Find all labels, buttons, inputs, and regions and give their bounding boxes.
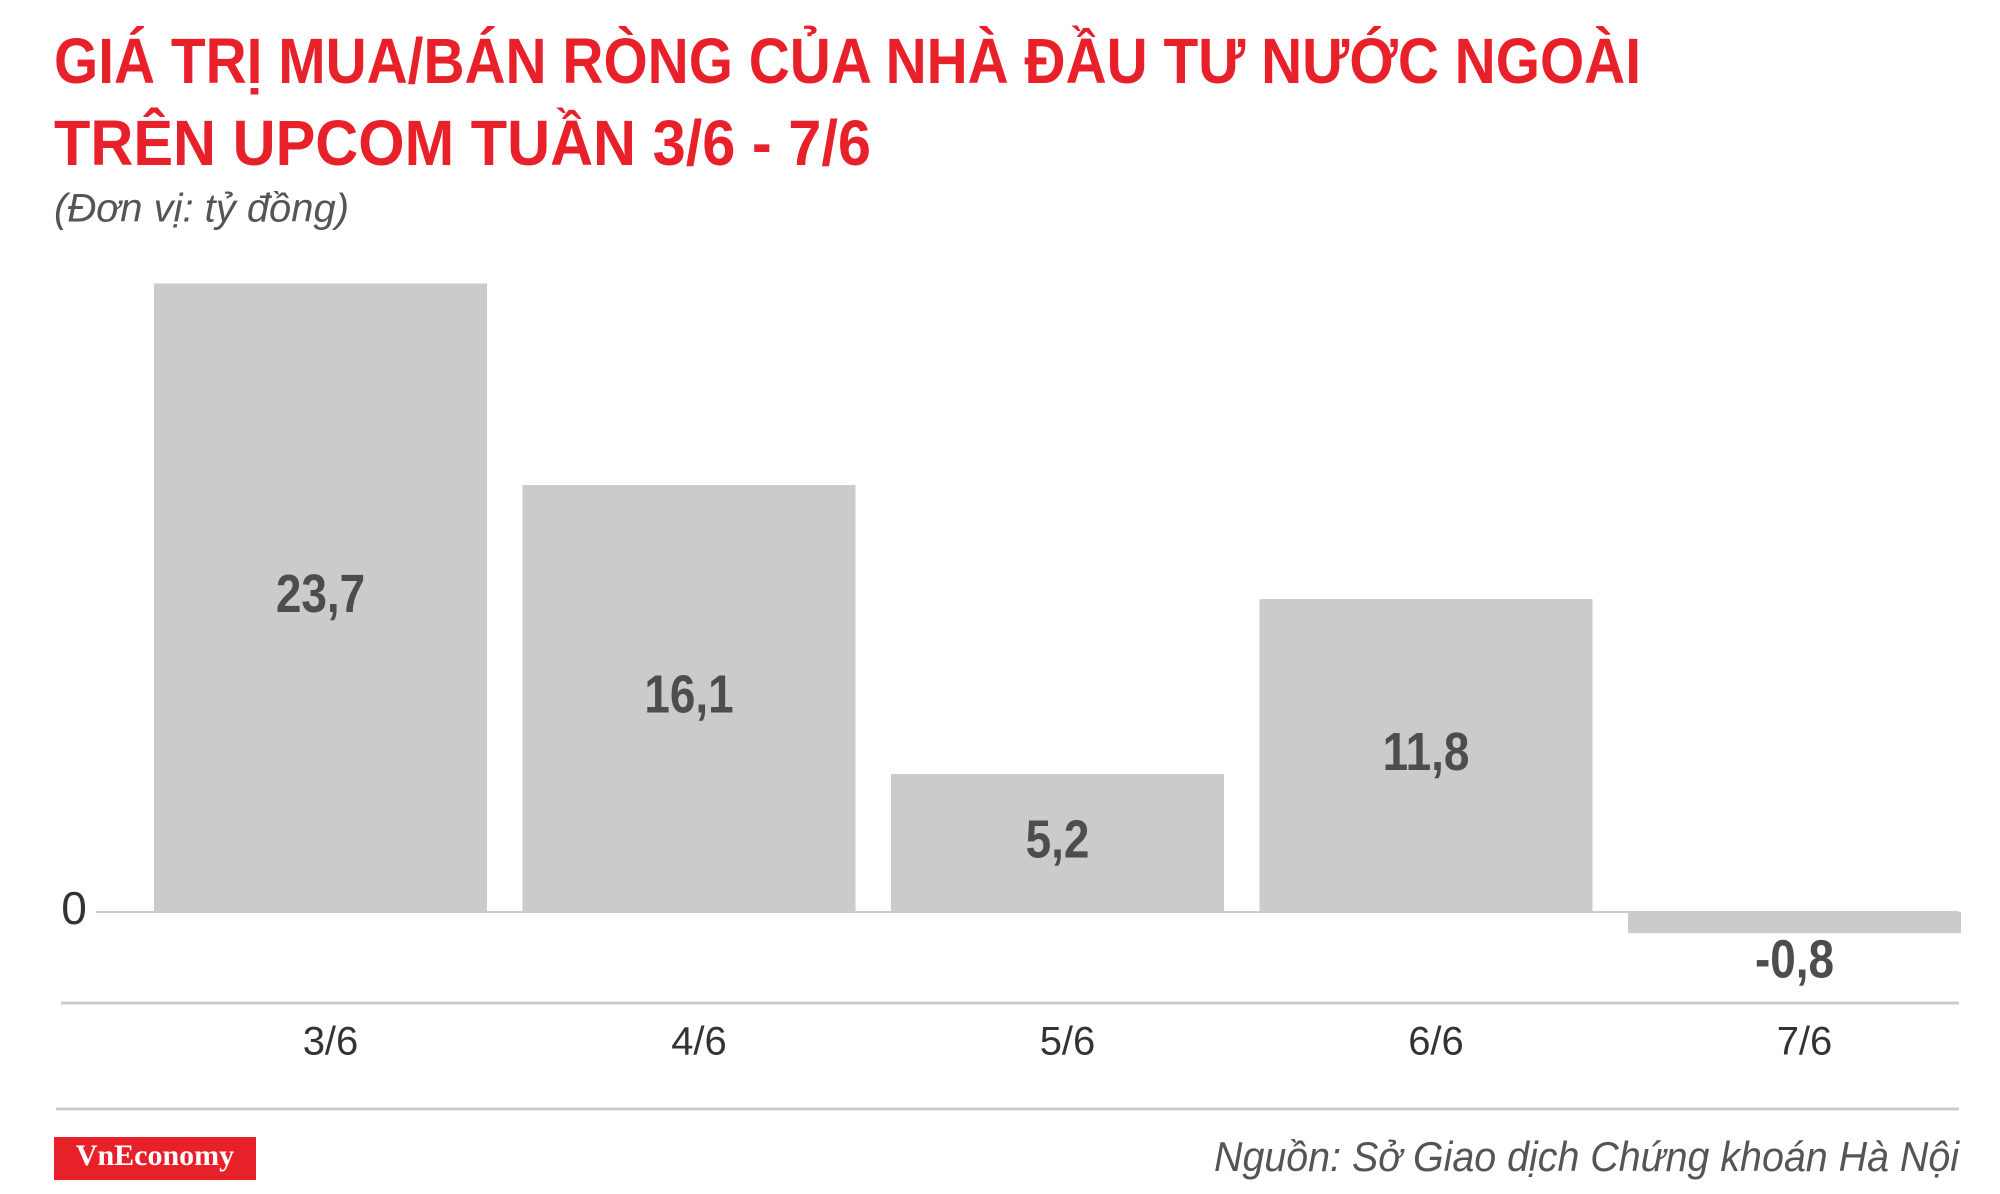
value-label: 23,7 (276, 563, 365, 623)
bar (1628, 911, 1961, 934)
x-tick-label: 4/6 (671, 1020, 727, 1064)
brand-box (54, 1137, 256, 1180)
chart-title: TRÊN UPCOM TUẦN 3/6 - 7/6 (54, 106, 871, 179)
value-label: 16,1 (644, 664, 733, 724)
value-label: -0,8 (1755, 929, 1834, 989)
y-tick-label: 0 (61, 882, 87, 934)
chart-title: GIÁ TRỊ MUA/BÁN RÒNG CỦA NHÀ ĐẦU TƯ NƯỚC… (54, 24, 1641, 97)
bar (1259, 599, 1593, 912)
value-label: 5,2 (1026, 809, 1090, 869)
value-label: 11,8 (1383, 721, 1470, 781)
bar (891, 774, 1224, 912)
x-tick-label: 7/6 (1777, 1020, 1833, 1064)
bar (154, 283, 487, 912)
bar (522, 485, 856, 912)
x-tick-label: 5/6 (1040, 1020, 1096, 1064)
x-tick-label: 6/6 (1408, 1020, 1464, 1064)
x-tick-label: 3/6 (303, 1020, 359, 1064)
chart-subtitle: (Đơn vị: tỷ đồng) (54, 187, 349, 231)
brand: VnEconomy (76, 1139, 234, 1172)
source: Nguồn: Sở Giao dịch Chứng khoán Hà Nội (1214, 1133, 1961, 1180)
